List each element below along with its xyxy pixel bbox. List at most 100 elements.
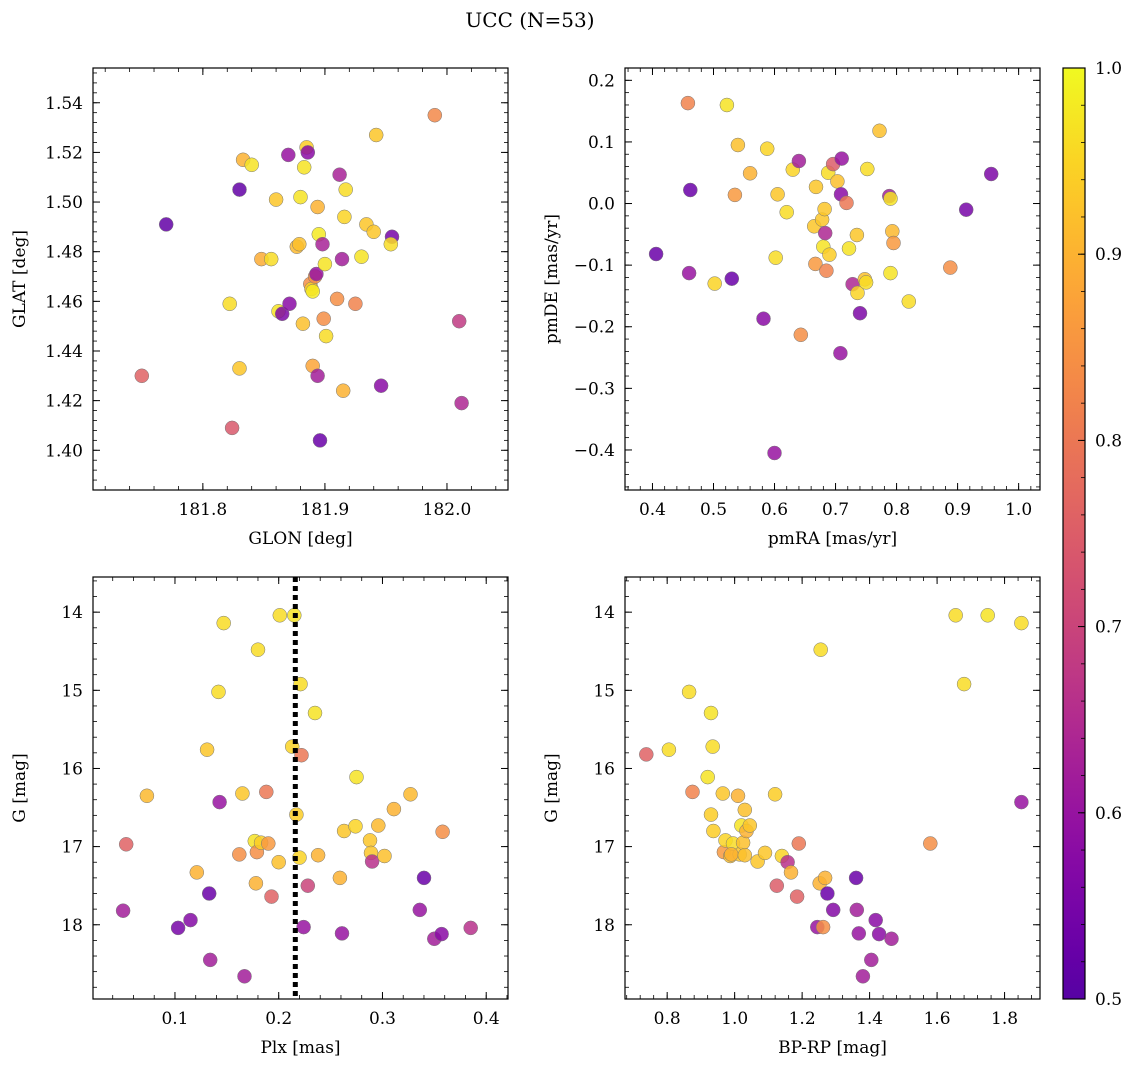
scatter-point: [373, 378, 389, 393]
scatter-point: [300, 145, 316, 160]
colorbar-tick-label: 0.7: [1095, 618, 1122, 638]
scatter-point: [222, 296, 237, 312]
scatter-point: [235, 786, 250, 801]
scatter-point: [364, 854, 380, 869]
scatter-point: [851, 926, 867, 941]
colorbar: 0.5 0.6 0.7 0.8 0.9 1.0: [1062, 59, 1122, 1010]
scatter-point: [724, 847, 739, 862]
scatter-point: [463, 920, 478, 936]
x-tick-label: 0.4: [473, 1009, 500, 1029]
panel-2: 0.4 0.5 0.6 0.7 0.8 0.9 1.0 −0.4 −0.3 −0.2 −0.1 0.0…: [542, 67, 1041, 549]
scatter-point: [312, 433, 328, 448]
scatter-point: [366, 224, 381, 240]
y-tick-label: 1.40: [45, 441, 83, 461]
scatter-point: [813, 642, 828, 657]
scatter-point: [377, 848, 392, 864]
scatter-point: [705, 739, 720, 754]
y-axis-label: G [mag]: [10, 753, 30, 822]
scatter-point: [305, 284, 320, 299]
scatter-point: [849, 227, 865, 243]
scatter-panels: 181.8 181.9 182.01.401.421.441.461.481.501…: [10, 67, 1041, 1058]
scatter-point: [703, 705, 719, 721]
colorbar-gradient: [1062, 67, 1086, 1000]
scatter-point: [115, 903, 131, 918]
scatter-point: [317, 256, 333, 272]
scatter-point: [759, 141, 775, 156]
scatter-point: [332, 870, 348, 886]
x-tick-label: 1.0: [721, 1009, 748, 1029]
y-tick-label: 1.54: [45, 94, 83, 114]
points: [648, 95, 999, 461]
scatter-point: [883, 265, 898, 281]
colorbar-tick-label: 0.5: [1095, 990, 1122, 1010]
scatter-point: [719, 97, 735, 113]
x-tick-label: 1.6: [924, 1009, 951, 1029]
scatter-point: [295, 316, 311, 331]
axes-frame: [624, 67, 1041, 491]
scatter-point: [454, 395, 469, 411]
scatter-point: [451, 313, 467, 329]
scatter-point: [1014, 615, 1029, 631]
scatter-point: [883, 191, 898, 206]
scatter-point: [808, 179, 824, 195]
scatter-point: [683, 182, 698, 198]
x-tick-label: 1.8: [991, 1009, 1018, 1029]
x-tick-label: 1.2: [789, 1009, 816, 1029]
scatter-point: [1014, 794, 1029, 810]
x-axis-label: BP-RP [mag]: [778, 1038, 887, 1058]
scatter-point: [118, 837, 134, 852]
y-tick-label: 0.2: [588, 71, 615, 91]
scatter-point: [338, 182, 353, 197]
scatter-point: [183, 912, 198, 928]
y-tick-label: 16: [593, 759, 615, 779]
scatter-point: [199, 742, 215, 757]
scatter-point: [383, 236, 399, 252]
scatter-point: [274, 306, 290, 322]
colorbar-tick-label: 0.9: [1095, 245, 1122, 265]
x-tick-label: 0.8: [883, 500, 910, 520]
scatter-point: [271, 854, 286, 870]
scatter-point: [412, 902, 428, 918]
y-tick-label: 14: [61, 603, 83, 623]
scatter-point: [202, 952, 218, 968]
scatter-point: [872, 123, 887, 139]
scatter-point: [855, 969, 871, 984]
scatter-point: [850, 285, 865, 301]
scatter-point: [848, 870, 864, 886]
scatter-point: [839, 195, 854, 211]
scatter-point: [742, 818, 758, 833]
scatter-point: [783, 865, 799, 880]
scatter-point: [310, 199, 325, 215]
scatter-point: [348, 819, 363, 834]
x-tick-label: 181.8: [179, 500, 228, 520]
panel-1: 181.8 181.9 182.0 1.40 1.42 1.44 1.46 1.48 1.50 1…: [10, 67, 509, 549]
scatter-point: [281, 147, 296, 163]
scatter-point: [727, 187, 743, 203]
scatter-point: [335, 383, 351, 398]
x-axis-label: Plx [mas]: [260, 1038, 340, 1058]
scatter-point: [250, 642, 266, 657]
scatter-point: [263, 251, 279, 267]
scatter-point: [362, 833, 378, 848]
scatter-point: [434, 926, 449, 942]
x-tick-label: 182.0: [423, 500, 472, 520]
scatter-point: [767, 445, 782, 461]
scatter-point: [757, 845, 773, 861]
scatter-point: [858, 275, 874, 290]
scatter-point: [756, 311, 771, 326]
scatter-point: [886, 235, 901, 251]
scatter-point: [820, 886, 835, 901]
scatter-point: [769, 878, 785, 893]
scatter-point: [296, 160, 312, 175]
scatter-point: [956, 676, 972, 692]
scatter-point: [310, 368, 325, 384]
scatter-point: [833, 345, 848, 361]
scatter-point: [791, 836, 807, 851]
scatter-point: [212, 794, 227, 810]
scatter-point: [211, 684, 226, 700]
scatter-point: [292, 236, 307, 252]
y-tick-label: 0.1: [588, 133, 615, 153]
scatter-point: [958, 202, 974, 217]
y-tick-label: 17: [593, 838, 615, 858]
scatter-point: [282, 296, 297, 312]
